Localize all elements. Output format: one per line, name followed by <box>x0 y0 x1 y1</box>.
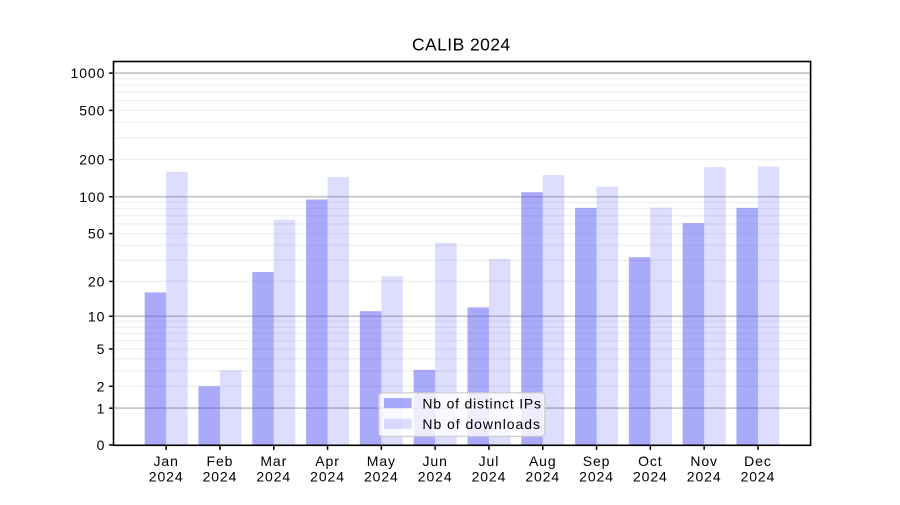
svg-text:Nb of downloads: Nb of downloads <box>422 416 541 432</box>
svg-text:2024: 2024 <box>579 469 614 485</box>
svg-text:Feb: Feb <box>207 453 234 469</box>
svg-text:2: 2 <box>97 378 106 394</box>
svg-text:Mar: Mar <box>260 453 287 469</box>
svg-text:Dec: Dec <box>744 453 772 469</box>
svg-text:2024: 2024 <box>418 469 453 485</box>
svg-text:0: 0 <box>97 437 106 453</box>
svg-text:20: 20 <box>88 274 105 290</box>
svg-text:Oct: Oct <box>638 453 662 469</box>
svg-text:2024: 2024 <box>149 469 184 485</box>
svg-text:100: 100 <box>79 189 105 205</box>
svg-text:Nb of distinct IPs: Nb of distinct IPs <box>422 395 541 411</box>
svg-text:2024: 2024 <box>203 469 238 485</box>
svg-text:CALIB 2024: CALIB 2024 <box>412 34 511 54</box>
svg-text:Nov: Nov <box>690 453 718 469</box>
svg-text:May: May <box>367 453 396 469</box>
svg-text:Aug: Aug <box>529 453 557 469</box>
svg-text:50: 50 <box>88 226 105 242</box>
svg-text:500: 500 <box>79 103 105 119</box>
svg-text:2024: 2024 <box>256 469 291 485</box>
svg-text:Jul: Jul <box>479 453 500 469</box>
svg-text:2024: 2024 <box>525 469 560 485</box>
svg-text:2024: 2024 <box>364 469 399 485</box>
svg-text:Jan: Jan <box>154 453 179 469</box>
svg-text:2024: 2024 <box>310 469 345 485</box>
svg-text:10: 10 <box>88 308 105 324</box>
svg-text:2024: 2024 <box>472 469 507 485</box>
svg-text:Jun: Jun <box>423 453 448 469</box>
svg-text:2024: 2024 <box>633 469 668 485</box>
svg-text:1: 1 <box>97 400 106 416</box>
svg-text:5: 5 <box>97 341 106 357</box>
svg-text:2024: 2024 <box>687 469 722 485</box>
svg-text:Apr: Apr <box>315 453 340 469</box>
svg-text:200: 200 <box>79 152 105 168</box>
svg-text:1000: 1000 <box>71 65 106 81</box>
svg-text:2024: 2024 <box>741 469 776 485</box>
svg-text:Sep: Sep <box>583 453 611 469</box>
